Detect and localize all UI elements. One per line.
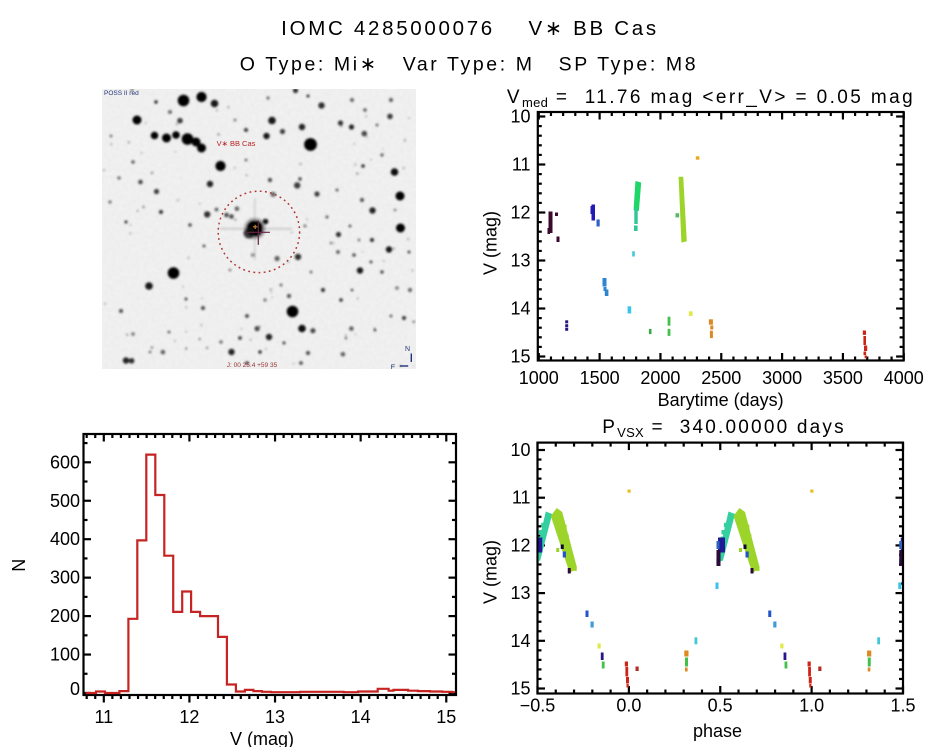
svg-text:11: 11 — [94, 707, 113, 727]
svg-text:J: 00 25.4 +59 35: J: 00 25.4 +59 35 — [227, 362, 278, 369]
svg-text:10: 10 — [510, 440, 530, 460]
svg-text:3000: 3000 — [762, 368, 802, 388]
svg-text:4000: 4000 — [884, 368, 924, 388]
svg-text:11: 11 — [512, 488, 531, 508]
svg-text:15: 15 — [510, 679, 530, 699]
svg-text:600: 600 — [50, 452, 80, 472]
svg-text:POSS II red: POSS II red — [104, 90, 139, 97]
svg-text:V (mag): V (mag) — [481, 211, 501, 275]
svg-text:11: 11 — [512, 155, 531, 175]
svg-text:PVSX = 340.00000 days: PVSX = 340.00000 days — [602, 417, 846, 440]
svg-text:1000: 1000 — [519, 368, 559, 388]
svg-text:13: 13 — [265, 707, 285, 727]
svg-text:15: 15 — [436, 707, 456, 727]
svg-text:Vmed = 11.76 mag <err_V> = 0.: Vmed = 11.76 mag <err_V> = 0.05 mag — [507, 87, 915, 110]
svg-text:IOMC 4285000076 V∗ BB Cas: IOMC 4285000076 V∗ BB Cas — [281, 17, 659, 40]
svg-text:12: 12 — [510, 203, 530, 223]
svg-text:0: 0 — [70, 679, 80, 699]
svg-text:−0.5: −0.5 — [520, 696, 556, 716]
svg-text:3500: 3500 — [823, 368, 863, 388]
svg-text:12: 12 — [179, 707, 199, 727]
svg-text:V (mag): V (mag) — [230, 729, 294, 747]
svg-text:14: 14 — [510, 631, 530, 651]
svg-text:2000: 2000 — [640, 368, 680, 388]
svg-text:500: 500 — [50, 491, 80, 511]
svg-text:15: 15 — [510, 347, 530, 367]
svg-text:N: N — [9, 559, 29, 572]
svg-text:0.5: 0.5 — [708, 696, 733, 716]
svg-text:1.0: 1.0 — [799, 696, 824, 716]
svg-text:14: 14 — [351, 707, 371, 727]
svg-text:phase: phase — [693, 721, 742, 741]
svg-text:13: 13 — [510, 583, 530, 603]
svg-text:0.0: 0.0 — [616, 696, 641, 716]
svg-text:100: 100 — [50, 645, 80, 665]
svg-text:400: 400 — [50, 529, 80, 549]
svg-text:10: 10 — [510, 107, 530, 127]
svg-text:12: 12 — [510, 535, 530, 555]
svg-text:V∗ BB Cas: V∗ BB Cas — [217, 139, 256, 148]
svg-text:14: 14 — [510, 299, 530, 319]
svg-text:200: 200 — [50, 606, 80, 626]
svg-text:O Type: Mi∗ Var Type: M SP: O Type: Mi∗ Var Type: M SP Type: M8 — [240, 54, 698, 76]
svg-text:1.5: 1.5 — [890, 696, 915, 716]
svg-text:Barytime (days): Barytime (days) — [658, 390, 784, 410]
svg-text:N: N — [405, 346, 410, 353]
svg-text:E: E — [391, 365, 396, 372]
svg-text:1500: 1500 — [580, 368, 620, 388]
svg-text:300: 300 — [50, 568, 80, 588]
svg-text:13: 13 — [510, 251, 530, 271]
svg-text:2500: 2500 — [701, 368, 741, 388]
svg-text:V (mag): V (mag) — [481, 540, 501, 604]
